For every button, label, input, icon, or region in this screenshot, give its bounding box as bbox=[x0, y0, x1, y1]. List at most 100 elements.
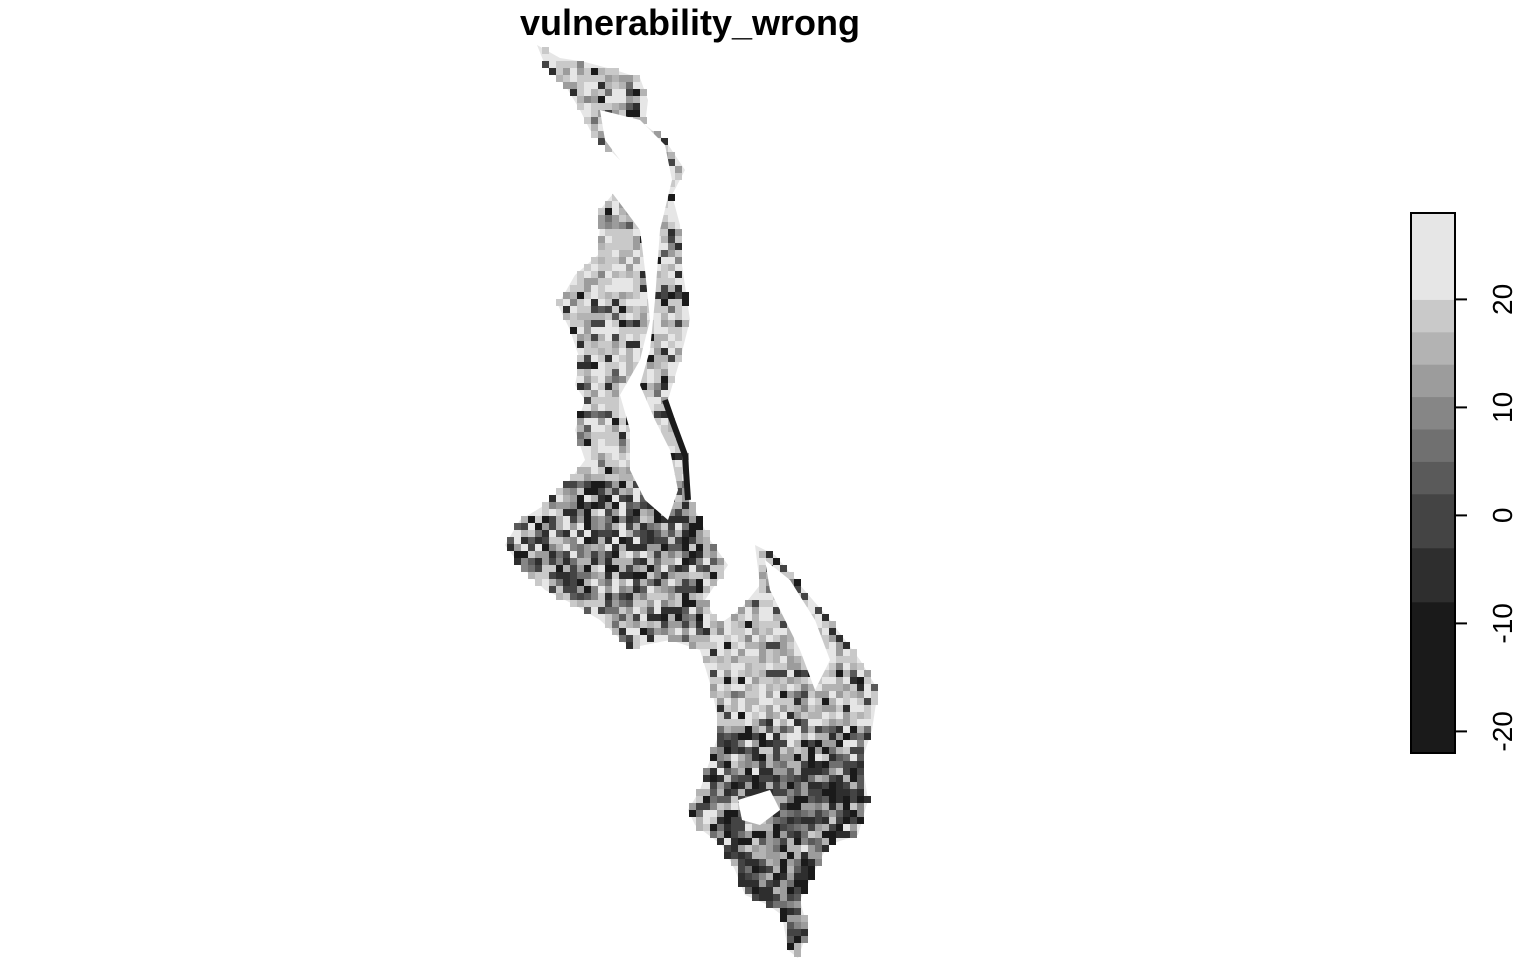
raster-cell bbox=[850, 775, 857, 782]
raster-cell bbox=[521, 537, 528, 544]
raster-cell bbox=[822, 740, 829, 747]
raster-cell bbox=[731, 740, 738, 747]
raster-cell bbox=[717, 789, 724, 796]
lake-area-small bbox=[738, 790, 780, 825]
raster-cell bbox=[605, 82, 612, 89]
raster-cell bbox=[549, 502, 556, 509]
raster-cell bbox=[647, 390, 654, 397]
raster-cell bbox=[724, 691, 731, 698]
raster-cell bbox=[668, 341, 675, 348]
raster-cell bbox=[619, 271, 626, 278]
raster-cell bbox=[640, 565, 647, 572]
raster-cell bbox=[682, 551, 689, 558]
raster-cell bbox=[871, 684, 878, 691]
raster-cell bbox=[619, 495, 626, 502]
raster-cell bbox=[633, 341, 640, 348]
raster-cell bbox=[682, 579, 689, 586]
raster-cell bbox=[661, 551, 668, 558]
raster-cell bbox=[668, 509, 675, 516]
raster-cell bbox=[612, 565, 619, 572]
raster-cell bbox=[577, 320, 584, 327]
raster-cell bbox=[661, 621, 668, 628]
colorbar-tick-label: 10 bbox=[1487, 392, 1518, 423]
raster-cell bbox=[738, 719, 745, 726]
raster-cell bbox=[549, 544, 556, 551]
raster-cell bbox=[717, 831, 724, 838]
raster-cell bbox=[521, 523, 528, 530]
raster-cell bbox=[829, 635, 836, 642]
raster-cell bbox=[822, 691, 829, 698]
raster-cell bbox=[794, 698, 801, 705]
raster-cell bbox=[745, 656, 752, 663]
raster-cell bbox=[675, 173, 682, 180]
raster-cell bbox=[556, 488, 563, 495]
raster-cell bbox=[822, 845, 829, 852]
raster-cell bbox=[605, 75, 612, 82]
raster-cell bbox=[710, 817, 717, 824]
raster-cell bbox=[780, 866, 787, 873]
raster-cell bbox=[822, 817, 829, 824]
raster-cell bbox=[843, 698, 850, 705]
raster-cell bbox=[745, 684, 752, 691]
raster-cell bbox=[675, 565, 682, 572]
raster-cell bbox=[612, 271, 619, 278]
raster-cell bbox=[584, 117, 591, 124]
raster-cell bbox=[738, 621, 745, 628]
raster-cell bbox=[731, 691, 738, 698]
raster-cell bbox=[668, 320, 675, 327]
raster-cell bbox=[738, 726, 745, 733]
raster-cell bbox=[815, 852, 822, 859]
raster-cell bbox=[752, 691, 759, 698]
raster-cell bbox=[605, 495, 612, 502]
raster-cell bbox=[724, 656, 731, 663]
colorbar-tick-label: 20 bbox=[1487, 284, 1518, 315]
raster-cell bbox=[612, 460, 619, 467]
raster-cell bbox=[619, 418, 626, 425]
raster-cell bbox=[626, 537, 633, 544]
raster-cell bbox=[591, 117, 598, 124]
raster-cell bbox=[794, 901, 801, 908]
raster-cell bbox=[612, 474, 619, 481]
raster-cell bbox=[570, 565, 577, 572]
raster-cell bbox=[556, 68, 563, 75]
raster-cell bbox=[640, 376, 647, 383]
raster-cell bbox=[626, 481, 633, 488]
raster-cell bbox=[710, 747, 717, 754]
raster-cell bbox=[794, 873, 801, 880]
raster-cell bbox=[724, 845, 731, 852]
raster-cell bbox=[661, 586, 668, 593]
raster-cell bbox=[633, 96, 640, 103]
colorbar-band-7 bbox=[1411, 331, 1455, 365]
raster-cell bbox=[696, 635, 703, 642]
raster-cell bbox=[598, 264, 605, 271]
raster-cell bbox=[542, 572, 549, 579]
raster-cell bbox=[822, 810, 829, 817]
raster-cell bbox=[626, 215, 633, 222]
raster-cell bbox=[612, 236, 619, 243]
raster-cell bbox=[647, 383, 654, 390]
raster-cell bbox=[801, 768, 808, 775]
raster-cell bbox=[724, 789, 731, 796]
raster-cell bbox=[773, 789, 780, 796]
raster-cell bbox=[738, 873, 745, 880]
raster-cell bbox=[584, 348, 591, 355]
raster-cell bbox=[836, 817, 843, 824]
raster-cell bbox=[773, 635, 780, 642]
raster-cell bbox=[857, 691, 864, 698]
raster-cell bbox=[584, 369, 591, 376]
raster-cell bbox=[591, 348, 598, 355]
raster-cell bbox=[605, 362, 612, 369]
raster-cell bbox=[731, 824, 738, 831]
raster-cell bbox=[647, 516, 654, 523]
raster-cell bbox=[794, 887, 801, 894]
raster-cell bbox=[773, 768, 780, 775]
raster-cell bbox=[780, 782, 787, 789]
raster-cell bbox=[822, 831, 829, 838]
raster-cell bbox=[577, 530, 584, 537]
raster-cell bbox=[598, 495, 605, 502]
raster-cell bbox=[836, 677, 843, 684]
raster-cell bbox=[815, 845, 822, 852]
raster-cell bbox=[528, 516, 535, 523]
raster-cell bbox=[598, 313, 605, 320]
raster-cell bbox=[843, 719, 850, 726]
